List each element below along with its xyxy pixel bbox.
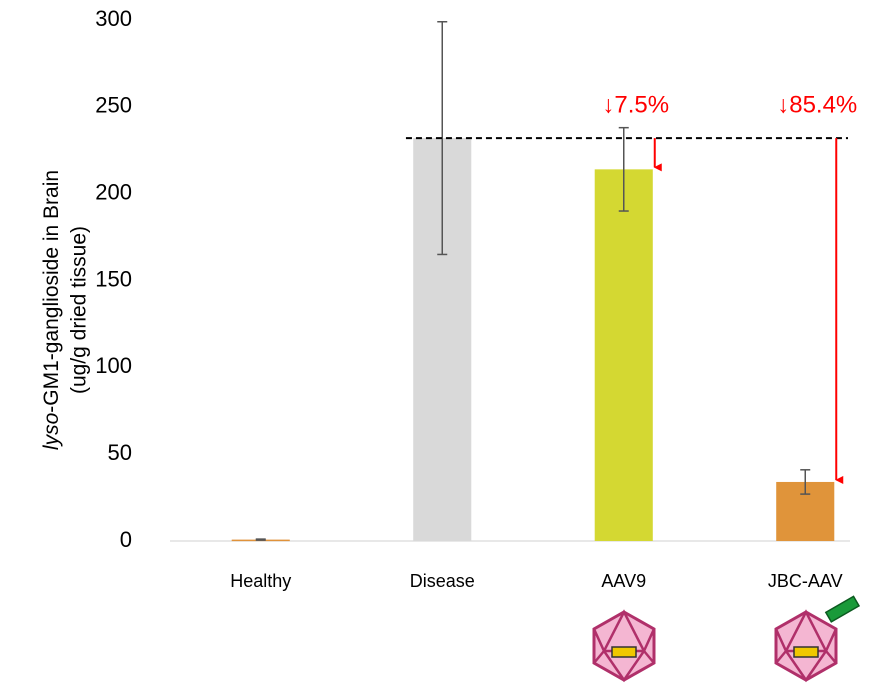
jbc-aav-icon bbox=[774, 595, 861, 682]
error-bar bbox=[255, 538, 266, 541]
y-tick-label: 100 bbox=[95, 353, 132, 378]
annotation: ↓85.4% bbox=[777, 91, 857, 118]
y-tick-label: 150 bbox=[95, 266, 132, 291]
error-bar bbox=[618, 126, 629, 212]
y-tick-label: 50 bbox=[108, 440, 132, 465]
y-tick-label: 250 bbox=[95, 93, 132, 118]
y-tick-label: 0 bbox=[120, 527, 132, 552]
error-bar bbox=[800, 469, 811, 495]
y-tick-label: 200 bbox=[95, 179, 132, 204]
y-axis-label: lyso-GM1-ganglioside in Brain bbox=[40, 170, 63, 450]
x-tick-label: JBC-AAV bbox=[768, 571, 843, 591]
x-tick-label: AAV9 bbox=[601, 571, 646, 591]
annotation: ↓7.5% bbox=[602, 91, 669, 118]
y-axis-label-text: -GM1-ganglioside in Brain bbox=[40, 170, 63, 413]
bar bbox=[594, 169, 653, 541]
error-bar bbox=[437, 20, 448, 256]
x-tick-label: Healthy bbox=[230, 571, 291, 591]
x-tick-label: Disease bbox=[410, 571, 475, 591]
y-axis-label-unit: (ug/g dried tissue) bbox=[68, 226, 91, 394]
y-axis-label-italic: lyso bbox=[40, 412, 63, 450]
y-tick-label: 300 bbox=[95, 6, 132, 31]
aav9-icon bbox=[592, 610, 656, 682]
